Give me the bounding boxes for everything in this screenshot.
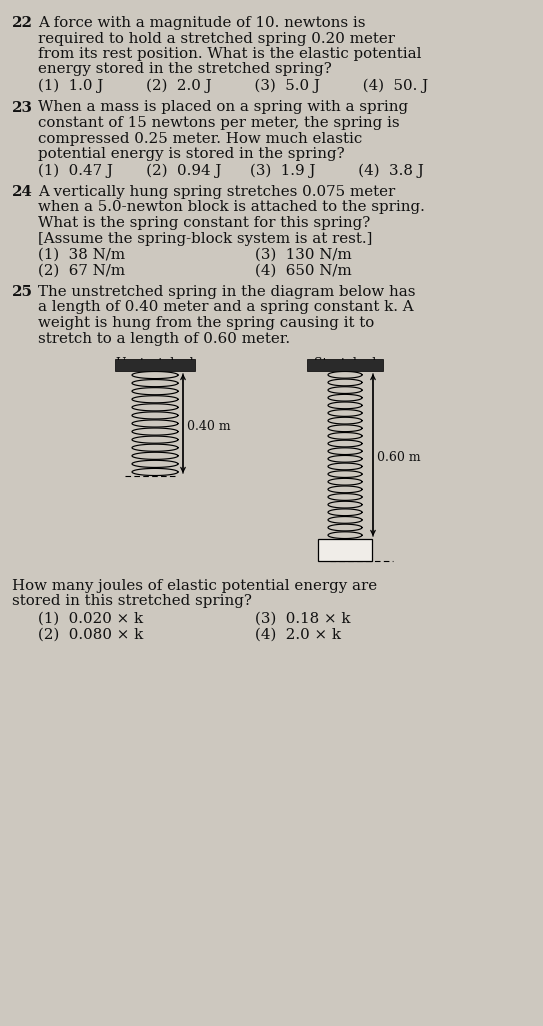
Text: stored in this stretched spring?: stored in this stretched spring? <box>12 594 252 608</box>
Text: [Assume the spring-block system is at rest.]: [Assume the spring-block system is at re… <box>38 232 372 245</box>
Text: (2)  67 N/m: (2) 67 N/m <box>38 264 125 277</box>
Text: When a mass is placed on a spring with a spring: When a mass is placed on a spring with a… <box>38 101 408 115</box>
Text: weight is hung from the spring causing it to: weight is hung from the spring causing i… <box>38 316 374 330</box>
Text: What is the spring constant for this spring?: What is the spring constant for this spr… <box>38 216 370 230</box>
Text: constant of 15 newtons per meter, the spring is: constant of 15 newtons per meter, the sp… <box>38 116 400 130</box>
Text: (1)  0.47 J       (2)  0.94 J      (3)  1.9 J         (4)  3.8 J: (1) 0.47 J (2) 0.94 J (3) 1.9 J (4) 3.8 … <box>38 163 424 177</box>
Text: from its rest position. What is the elastic potential: from its rest position. What is the elas… <box>38 47 421 61</box>
Text: energy stored in the stretched spring?: energy stored in the stretched spring? <box>38 63 332 77</box>
Text: 0.40 m: 0.40 m <box>187 420 231 433</box>
Text: required to hold a stretched spring 0.20 meter: required to hold a stretched spring 0.20… <box>38 32 395 45</box>
Text: a length of 0.40 meter and a spring constant k. A: a length of 0.40 meter and a spring cons… <box>38 301 414 315</box>
Text: (4)  2.0 × k: (4) 2.0 × k <box>255 628 341 641</box>
Text: 0.60 m: 0.60 m <box>377 451 421 464</box>
Text: A force with a magnitude of 10. newtons is: A force with a magnitude of 10. newtons … <box>38 16 365 30</box>
Text: A vertically hung spring stretches 0.075 meter: A vertically hung spring stretches 0.075… <box>38 185 395 199</box>
Text: (2)  0.080 × k: (2) 0.080 × k <box>38 628 143 641</box>
Text: Stretched: Stretched <box>314 357 376 370</box>
Text: stretch to a length of 0.60 meter.: stretch to a length of 0.60 meter. <box>38 331 290 346</box>
Text: 23: 23 <box>12 101 33 115</box>
Text: How many joules of elastic potential energy are: How many joules of elastic potential ene… <box>12 579 377 593</box>
Text: (1)  38 N/m: (1) 38 N/m <box>38 248 125 262</box>
Text: Unstretched: Unstretched <box>116 357 194 370</box>
Bar <box>307 359 383 371</box>
Text: Weight: Weight <box>323 547 367 560</box>
Text: (3)  130 N/m: (3) 130 N/m <box>255 248 352 262</box>
Text: (1)  0.020 × k: (1) 0.020 × k <box>38 611 143 626</box>
Text: The unstretched spring in the diagram below has: The unstretched spring in the diagram be… <box>38 285 415 299</box>
Text: (4)  650 N/m: (4) 650 N/m <box>255 264 352 277</box>
Text: 22: 22 <box>12 16 33 30</box>
Text: (1)  1.0 J         (2)  2.0 J         (3)  5.0 J         (4)  50. J: (1) 1.0 J (2) 2.0 J (3) 5.0 J (4) 50. J <box>38 79 428 93</box>
Bar <box>318 539 372 561</box>
Text: when a 5.0-newton block is attached to the spring.: when a 5.0-newton block is attached to t… <box>38 200 425 214</box>
Text: compressed 0.25 meter. How much elastic: compressed 0.25 meter. How much elastic <box>38 131 362 146</box>
Bar <box>115 359 195 371</box>
Text: 24: 24 <box>12 185 33 199</box>
Text: (3)  0.18 × k: (3) 0.18 × k <box>255 611 350 626</box>
Text: potential energy is stored in the spring?: potential energy is stored in the spring… <box>38 147 345 161</box>
Text: 25: 25 <box>12 285 33 299</box>
